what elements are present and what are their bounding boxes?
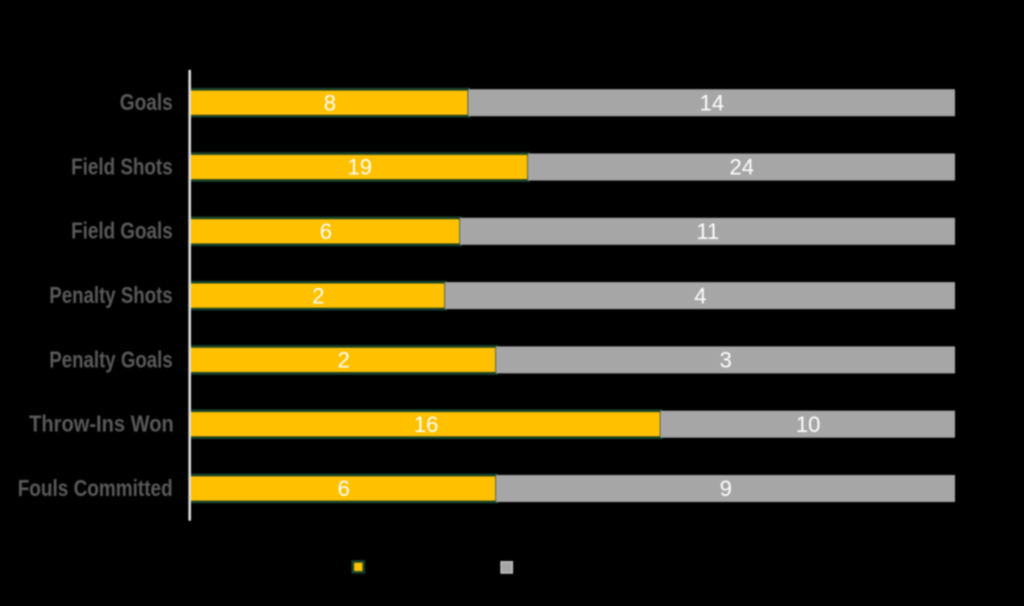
svg-text:16: 16 (414, 412, 438, 437)
svg-text:Penalty Shots: Penalty Shots (49, 282, 172, 308)
svg-text:24: 24 (730, 155, 754, 180)
svg-text:6: 6 (338, 476, 350, 501)
svg-text:Field Goals: Field Goals (71, 218, 173, 244)
svg-text:19: 19 (348, 155, 372, 180)
svg-text:3: 3 (720, 348, 732, 373)
svg-text:2: 2 (312, 283, 324, 308)
svg-text:8: 8 (324, 90, 336, 115)
svg-text:Fouls Committed: Fouls Committed (18, 475, 173, 501)
svg-text:11: 11 (696, 219, 719, 244)
svg-text:Field Shots: Field Shots (71, 153, 173, 179)
svg-text:Goals: Goals (120, 89, 173, 115)
svg-text:Throw-Ins Won: Throw-Ins Won (29, 411, 174, 437)
svg-text:10: 10 (796, 412, 820, 437)
svg-text:4: 4 (694, 283, 706, 308)
svg-text:9: 9 (720, 476, 732, 501)
svg-text:14: 14 (700, 90, 724, 115)
svg-text:2: 2 (338, 348, 350, 373)
svg-text:Penalty Goals: Penalty Goals (49, 346, 172, 372)
svg-text:6: 6 (320, 219, 332, 244)
